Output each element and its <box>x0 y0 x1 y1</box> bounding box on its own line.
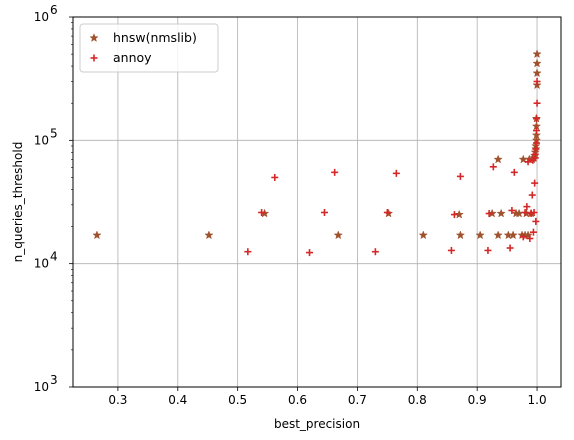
plot-frame <box>72 16 562 388</box>
x-tick-label: 0.9 <box>468 393 487 407</box>
data-point <box>510 168 518 176</box>
y-tick-label: 10 <box>34 257 49 271</box>
data-point <box>455 230 466 240</box>
data-point <box>371 248 379 256</box>
x-tick-label: 0.3 <box>108 393 127 407</box>
data-point <box>530 208 538 216</box>
data-point <box>529 228 537 236</box>
data-point <box>523 203 531 211</box>
data-point <box>506 244 514 252</box>
x-tick-label: 1.0 <box>528 393 547 407</box>
data-point <box>526 234 534 242</box>
data-point <box>532 127 540 135</box>
data-point <box>204 230 214 240</box>
y-tick-label: 10 <box>34 10 49 24</box>
data-point <box>392 169 400 177</box>
data-point <box>92 230 102 240</box>
y-tick-exponent: 5 <box>50 126 58 140</box>
data-point <box>532 49 542 59</box>
data-point <box>532 58 542 68</box>
data-point <box>532 217 540 225</box>
data-point <box>533 99 541 107</box>
data-point <box>531 130 542 140</box>
x-axis-label: best_precision <box>274 417 360 431</box>
data-point <box>493 230 503 240</box>
y-tick-exponent: 4 <box>50 250 58 264</box>
y-tick-label: 10 <box>34 133 49 147</box>
x-tick-label: 0.4 <box>168 393 187 407</box>
data-point <box>496 208 506 218</box>
data-point <box>454 209 464 219</box>
legend-plus-icon <box>90 54 98 62</box>
series-annoy <box>244 77 541 257</box>
x-tick-label: 0.8 <box>408 393 427 407</box>
data-point <box>532 68 542 78</box>
data-point <box>523 230 533 240</box>
y-tick-exponent: 3 <box>50 373 58 387</box>
x-tick-label: 0.6 <box>288 393 307 407</box>
data-point <box>475 230 485 240</box>
data-point <box>531 179 539 187</box>
data-point <box>532 145 540 153</box>
data-point <box>244 248 252 256</box>
legend-box <box>79 23 219 73</box>
data-point <box>271 173 279 181</box>
legend-marker-hnsw <box>89 33 99 42</box>
data-point <box>519 233 527 241</box>
data-point <box>508 206 516 214</box>
legend-label-hnsw: hnsw(nmslib) <box>113 30 197 45</box>
data-point <box>521 208 529 216</box>
legend: hnsw(nmslib) annoy <box>79 23 219 73</box>
y-tick-label: 10 <box>34 380 49 394</box>
y-axis-label: n_queries_threshold <box>11 142 25 263</box>
data-point <box>508 230 518 240</box>
legend-marker-annoy <box>90 54 98 62</box>
x-tick-label: 0.5 <box>228 393 247 407</box>
legend-star-icon <box>89 33 99 42</box>
data-point <box>485 210 493 218</box>
data-point <box>489 163 497 171</box>
data-point <box>528 191 536 199</box>
data-point <box>532 115 540 123</box>
data-point <box>456 172 464 180</box>
data-point <box>333 230 343 240</box>
data-point <box>320 208 328 216</box>
data-point <box>306 249 314 257</box>
x-axis-ticks: 0.3 0.4 0.5 0.6 0.7 0.8 0.9 1.0 <box>108 387 547 407</box>
data-point <box>484 246 492 254</box>
data-point <box>450 211 458 219</box>
data-point <box>533 77 541 85</box>
data-point <box>493 154 503 164</box>
plot-area-background <box>73 17 561 387</box>
legend-label-annoy: annoy <box>113 50 152 65</box>
data-point <box>383 208 391 216</box>
y-tick-exponent: 6 <box>50 3 58 17</box>
data-points <box>92 49 542 257</box>
data-point <box>418 230 428 240</box>
data-point <box>258 208 266 216</box>
data-point <box>331 168 339 176</box>
x-tick-label: 0.7 <box>348 393 367 407</box>
data-point <box>524 158 532 166</box>
data-point <box>532 139 540 147</box>
data-point <box>447 246 455 254</box>
